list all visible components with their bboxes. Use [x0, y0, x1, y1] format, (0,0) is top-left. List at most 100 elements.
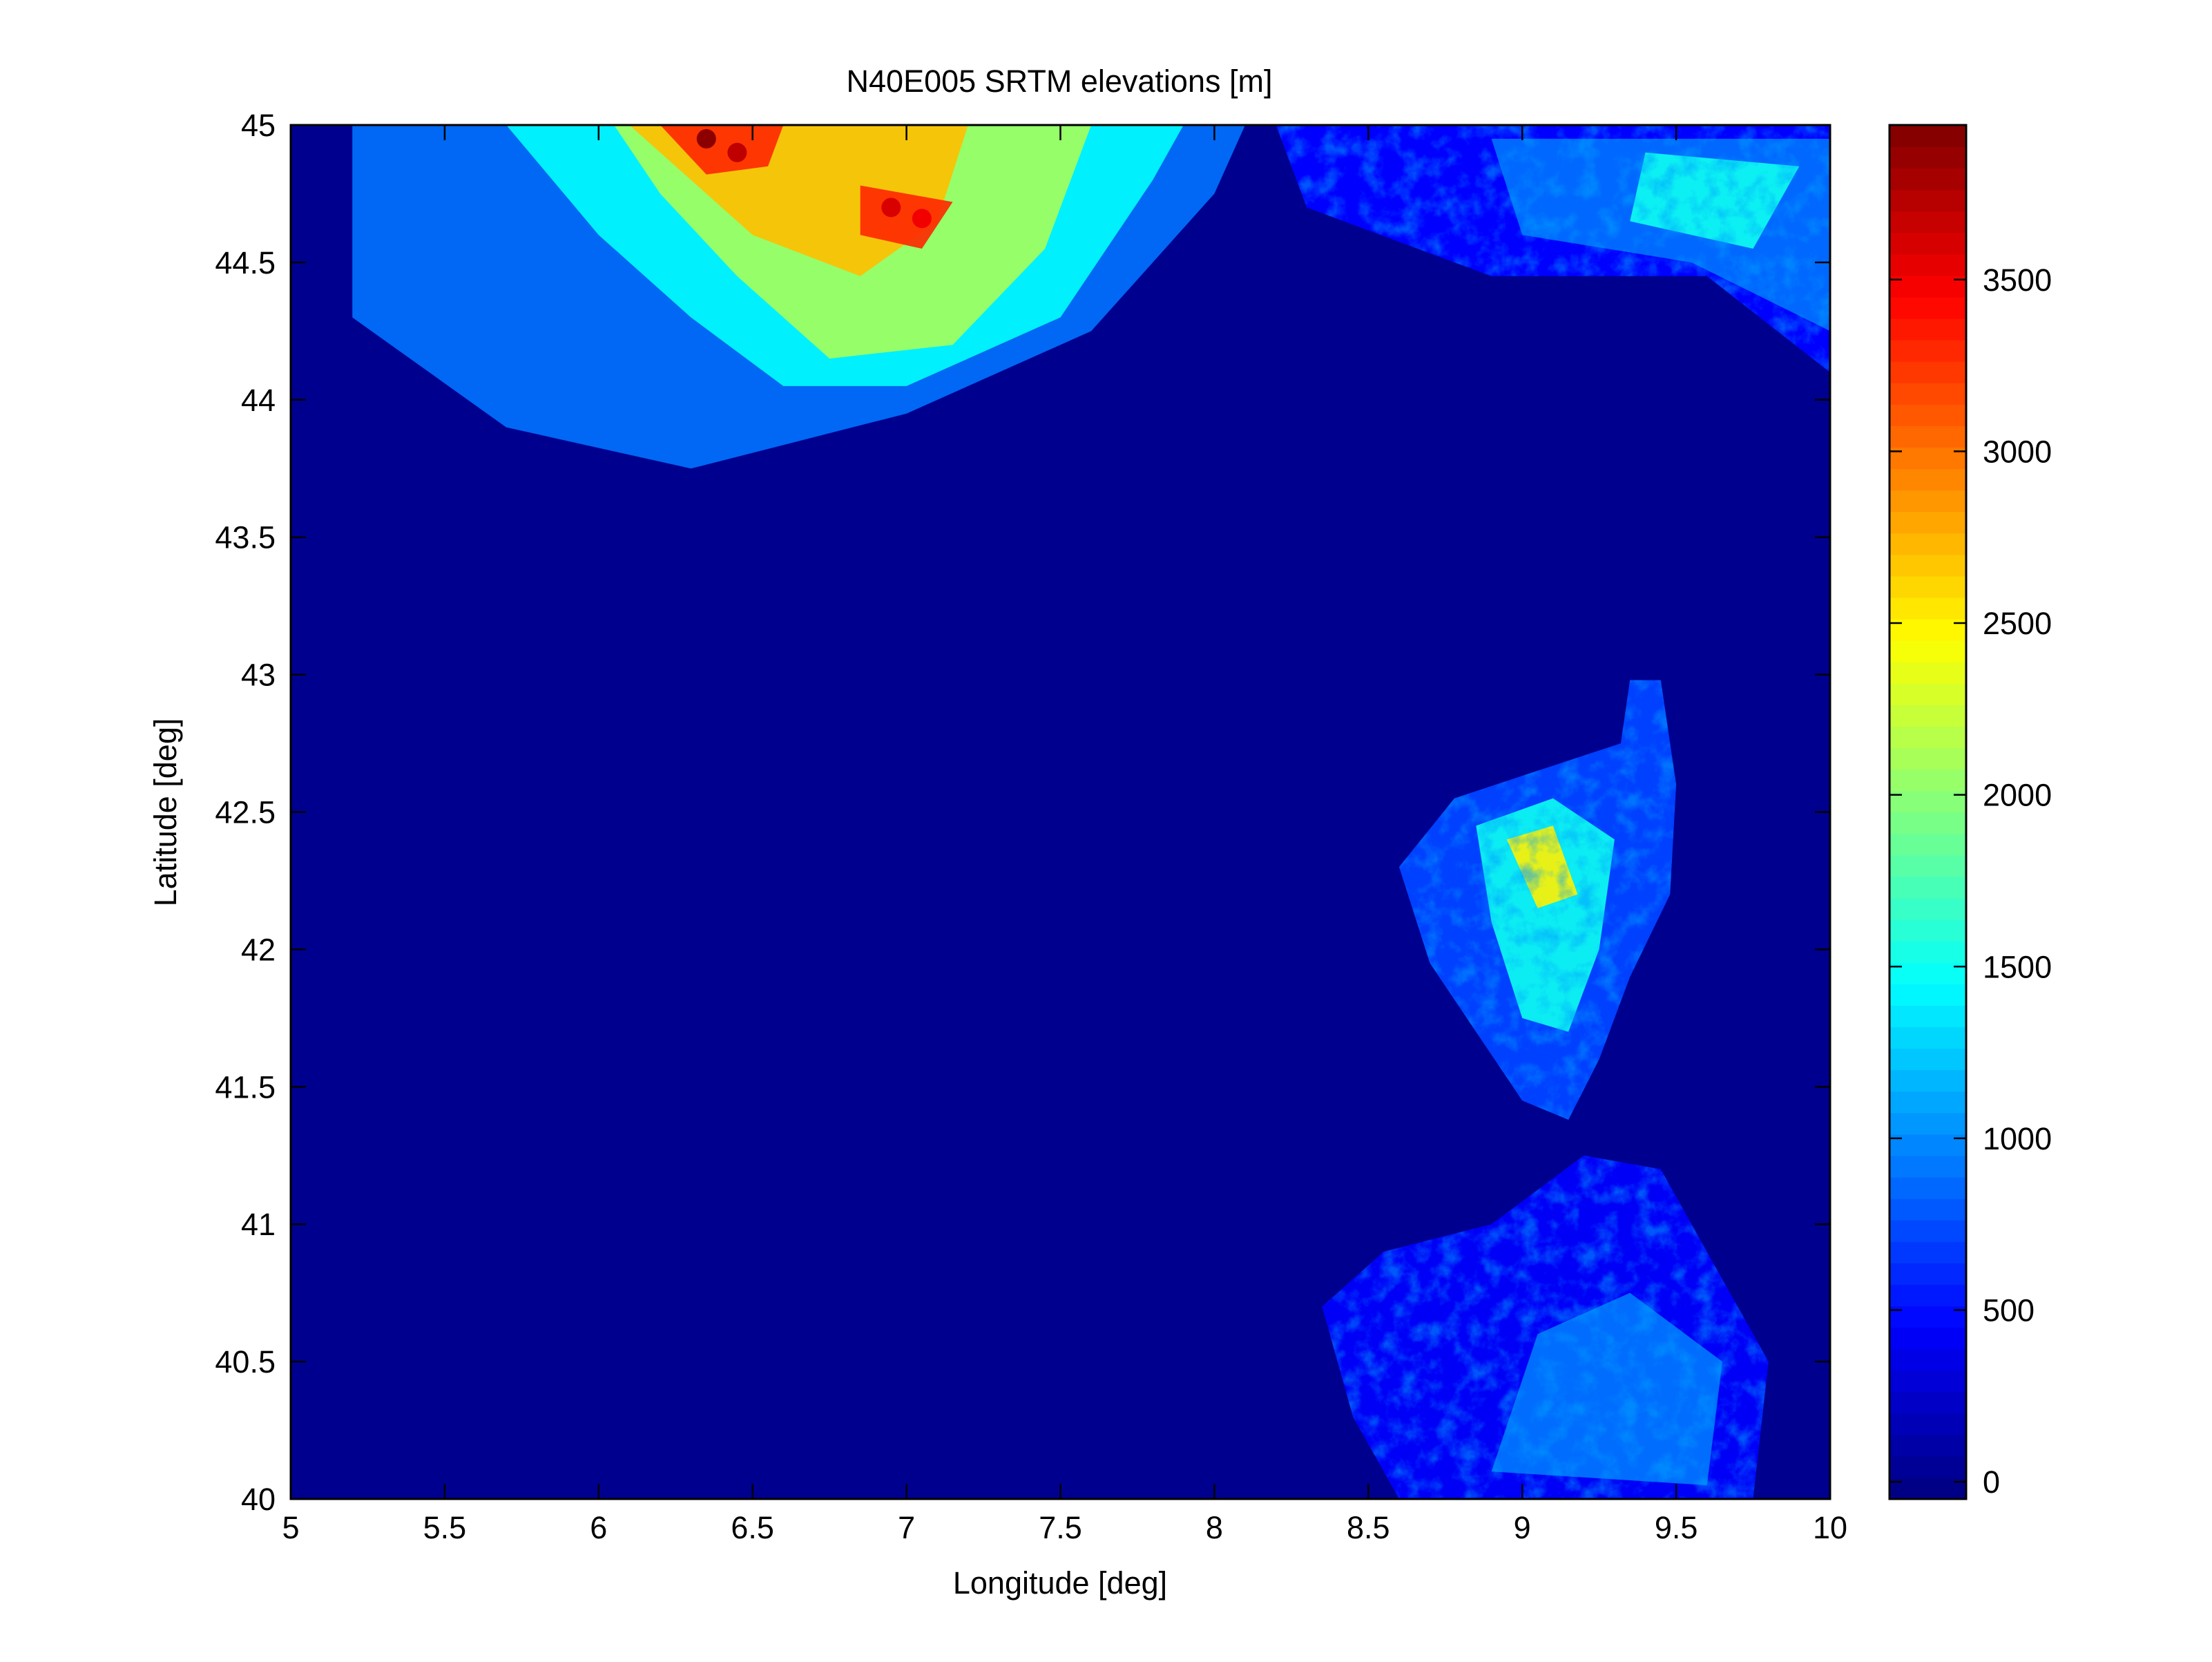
colorbar-band [1889, 125, 1966, 147]
colorbar-band [1889, 876, 1966, 899]
colorbar-band [1889, 511, 1966, 534]
colorbar-band [1889, 854, 1966, 877]
x-tick-label: 7 [898, 1510, 915, 1545]
colorbar-band [1889, 940, 1966, 963]
colorbar-tick-label: 0 [1983, 1464, 2000, 1500]
peak-2 [881, 198, 901, 218]
colorbar-band [1889, 533, 1966, 555]
colorbar-band [1889, 468, 1966, 491]
colorbar-band [1889, 1477, 1966, 1500]
colorbar-band [1889, 1370, 1966, 1393]
colorbar-band [1889, 426, 1966, 448]
colorbar-band [1889, 1112, 1966, 1135]
y-tick-label: 41 [241, 1207, 276, 1242]
colorbar-band [1889, 897, 1966, 920]
x-axis-label: Longitude [deg] [953, 1565, 1167, 1601]
colorbar-band [1889, 254, 1966, 276]
colorbar-band [1889, 1348, 1966, 1371]
colorbar-band [1889, 812, 1966, 834]
colorbar-band [1889, 1069, 1966, 1092]
x-tick-label: 9.5 [1655, 1510, 1698, 1545]
y-axis-label: Latitude [deg] [148, 718, 183, 907]
y-tick-label: 44 [241, 383, 276, 418]
colorbar-band [1889, 168, 1966, 191]
peak-3 [912, 209, 932, 229]
y-tick-label: 43 [241, 658, 276, 693]
colorbar-band [1889, 1048, 1966, 1071]
colorbar-band [1889, 747, 1966, 770]
alps-band-7 [860, 185, 953, 249]
colorbar-tick-label: 3000 [1983, 434, 2052, 469]
colorbar-tick-label: 2500 [1983, 606, 2052, 641]
colorbar-band [1889, 1391, 1966, 1414]
y-axis-ticks: 40 40.5 41 41.5 42 42.5 43 43.5 44 44.5 45 [215, 108, 1830, 1517]
colorbar-band [1889, 833, 1966, 856]
colorbar-band [1889, 962, 1966, 984]
colorbar-band [1889, 382, 1966, 405]
colorbar-band [1889, 640, 1966, 662]
colorbar-band [1889, 726, 1966, 749]
x-tick-label: 7.5 [1039, 1510, 1082, 1545]
y-tick-label: 42 [241, 932, 276, 967]
colorbar-band [1889, 769, 1966, 792]
colorbar-band [1889, 1434, 1966, 1457]
colorbar-band [1889, 404, 1966, 426]
colorbar-gradient [1889, 125, 1966, 1500]
colorbar-band [1889, 1155, 1966, 1178]
colorbar-band [1889, 1306, 1966, 1328]
colorbar-band [1889, 232, 1966, 255]
colorbar-band [1889, 661, 1966, 684]
y-tick-label: 40 [241, 1482, 276, 1517]
colorbar-band [1889, 1413, 1966, 1435]
colorbar-band [1889, 1219, 1966, 1242]
colorbar-band [1889, 211, 1966, 233]
x-tick-label: 5 [282, 1510, 299, 1545]
colorbar-band [1889, 919, 1966, 942]
colorbar-band [1889, 705, 1966, 727]
colorbar-tick-label: 1500 [1983, 949, 2052, 984]
colorbar-band [1889, 1241, 1966, 1263]
colorbar-band [1889, 1455, 1966, 1478]
colorbar-band [1889, 189, 1966, 212]
colorbar-band [1889, 618, 1966, 641]
colorbar-tick-label: 3500 [1983, 262, 2052, 298]
relief-mask-1 [1398, 680, 1677, 1120]
colorbar-band [1889, 683, 1966, 705]
colorbar-tick-label: 500 [1983, 1293, 2035, 1328]
y-tick-label: 42.5 [215, 795, 276, 830]
colorbar-band [1889, 1005, 1966, 1028]
y-tick-label: 40.5 [215, 1344, 276, 1379]
relief-mask-0 [291, 125, 1830, 372]
terrain-layer [291, 125, 1830, 1499]
colorbar-band [1889, 1327, 1966, 1350]
colorbar-band [1889, 597, 1966, 620]
colorbar-band [1889, 984, 1966, 1006]
colorbar-band [1889, 490, 1966, 513]
chart-title: N40E005 SRTM elevations [m] [847, 64, 1273, 99]
colorbar-band [1889, 1263, 1966, 1286]
x-tick-label: 5.5 [423, 1510, 467, 1545]
colorbar-band [1889, 790, 1966, 813]
colorbar: 0 500 1000 1500 2000 2500 3000 3500 [1888, 124, 2052, 1500]
x-tick-label: 9 [1514, 1510, 1531, 1545]
colorbar-band [1889, 1198, 1966, 1221]
colorbar-band [1889, 318, 1966, 341]
y-tick-label: 41.5 [215, 1069, 276, 1105]
colorbar-band [1889, 1134, 1966, 1156]
colorbar-tick-label: 2000 [1983, 778, 2052, 813]
colorbar-band [1889, 1284, 1966, 1307]
x-axis-ticks: 5 5.5 6 6.5 7 7.5 8 8.5 9 9.5 10 [282, 125, 1847, 1545]
y-tick-label: 44.5 [215, 245, 276, 280]
peak-0 [696, 128, 716, 149]
colorbar-band [1889, 296, 1966, 319]
plot-area: 5 5.5 6 6.5 7 7.5 8 8.5 9 9.5 10 40 40.5 41 41.5 42 42.… [215, 108, 1847, 1545]
colorbar-ticks: 0 500 1000 1500 2000 2500 3000 3500 [1889, 262, 2052, 1500]
colorbar-band [1889, 1176, 1966, 1199]
colorbar-frame [1888, 124, 1968, 1500]
colorbar-band [1889, 339, 1966, 362]
peak-1 [727, 142, 747, 162]
x-tick-label: 10 [1813, 1510, 1847, 1545]
x-tick-label: 8 [1206, 1510, 1223, 1545]
colorbar-band [1889, 1091, 1966, 1114]
